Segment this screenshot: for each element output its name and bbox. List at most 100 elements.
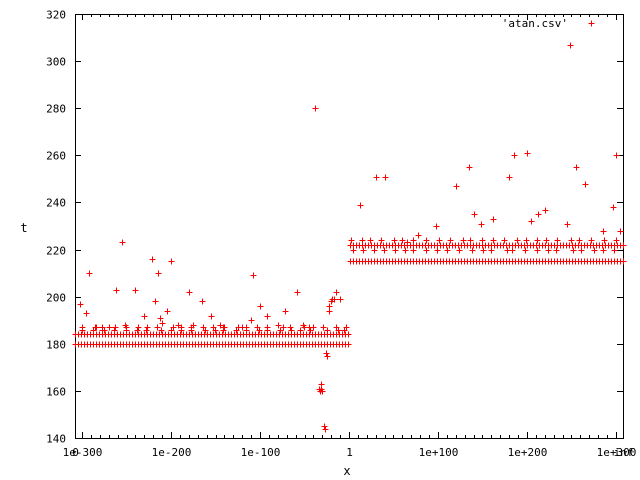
data-point — [357, 202, 364, 209]
data-point — [404, 239, 411, 246]
data-point — [319, 388, 326, 395]
data-point — [83, 310, 90, 317]
data-point — [434, 247, 441, 254]
data-point — [210, 324, 217, 331]
data-point — [392, 247, 399, 254]
data-point — [186, 289, 193, 296]
data-point — [175, 322, 182, 329]
data-point — [324, 327, 331, 334]
data-point — [588, 20, 595, 27]
data-point — [378, 237, 385, 244]
data-point — [294, 289, 301, 296]
data-point — [168, 258, 175, 265]
data-point — [534, 247, 541, 254]
data-point — [200, 324, 207, 331]
y-tick-label: 200 — [46, 292, 66, 305]
data-point — [250, 272, 257, 279]
data-point — [488, 247, 495, 254]
data-point — [323, 350, 330, 357]
data-point — [92, 324, 99, 331]
data-point — [157, 315, 164, 322]
data-point — [320, 324, 327, 331]
data-point — [553, 247, 560, 254]
data-point — [152, 298, 159, 305]
data-point — [132, 287, 139, 294]
data-point — [275, 322, 282, 329]
data-point — [611, 247, 618, 254]
data-point — [297, 327, 304, 334]
data-point — [300, 322, 307, 329]
data-point — [444, 247, 451, 254]
x-tick-label: 1e+300 — [597, 446, 637, 459]
data-point — [119, 239, 126, 246]
data-point — [333, 324, 340, 331]
data-point — [164, 308, 171, 315]
data-point — [248, 317, 255, 324]
data-point — [523, 237, 530, 244]
data-point — [360, 247, 367, 254]
data-point — [534, 237, 541, 244]
x-tick-label: 1e+200 — [508, 446, 548, 459]
legend: 'atan.csv' — [502, 17, 595, 30]
data-point — [617, 228, 624, 235]
x-axis-label: x — [343, 464, 350, 478]
data-point — [112, 324, 119, 331]
data-point — [345, 341, 352, 348]
legend-marker — [588, 20, 595, 27]
data-point — [453, 183, 460, 190]
data-point — [159, 320, 166, 327]
data-point — [509, 247, 516, 254]
data-point — [135, 324, 142, 331]
y-tick-label: 260 — [46, 150, 66, 163]
y-tick-label: 240 — [46, 197, 66, 210]
data-point — [221, 324, 228, 331]
data-point — [158, 327, 165, 334]
data-point — [331, 296, 338, 303]
x-tick-label: 1 — [346, 446, 353, 459]
data-point — [480, 247, 487, 254]
data-point — [501, 237, 508, 244]
data-point — [288, 327, 295, 334]
data-point — [567, 42, 574, 49]
data-point — [469, 247, 476, 254]
x-tick-label: 1e-300 — [63, 446, 103, 459]
data-point — [542, 207, 549, 214]
y-tick-label: 280 — [46, 103, 66, 116]
data-point — [471, 211, 478, 218]
x-tick-label: 1e-100 — [241, 446, 281, 459]
data-point — [545, 247, 552, 254]
data-point — [490, 237, 497, 244]
y-axis-label: t — [20, 221, 27, 235]
data-point — [578, 247, 585, 254]
data-point — [506, 174, 513, 181]
data-point — [324, 353, 331, 360]
data-point — [337, 296, 344, 303]
data-point — [190, 322, 197, 329]
data-points — [72, 42, 627, 433]
data-point — [479, 237, 486, 244]
data-point — [543, 237, 550, 244]
data-point — [620, 258, 627, 265]
data-point — [77, 301, 84, 308]
y-tick-label: 140 — [46, 433, 66, 446]
data-point — [282, 308, 289, 315]
data-point — [106, 324, 113, 331]
y-tick-label: 300 — [46, 56, 66, 69]
data-point — [522, 247, 529, 254]
data-point — [582, 181, 589, 188]
data-point — [217, 322, 224, 329]
x-axis: 01e-300 1e-200 1e-100 1 1e+100 1e+200 1e+300in… — [63, 14, 637, 459]
data-point — [478, 221, 485, 228]
data-point — [410, 247, 417, 254]
data-point — [423, 237, 430, 244]
data-point — [79, 324, 86, 331]
data-point — [257, 303, 264, 310]
data-point — [433, 223, 440, 230]
data-point — [415, 232, 422, 239]
data-point — [573, 164, 580, 171]
data-point — [402, 247, 409, 254]
data-point — [382, 174, 389, 181]
x-tick-label: 0 — [72, 446, 79, 459]
data-point — [490, 216, 497, 223]
data-point — [86, 270, 93, 277]
